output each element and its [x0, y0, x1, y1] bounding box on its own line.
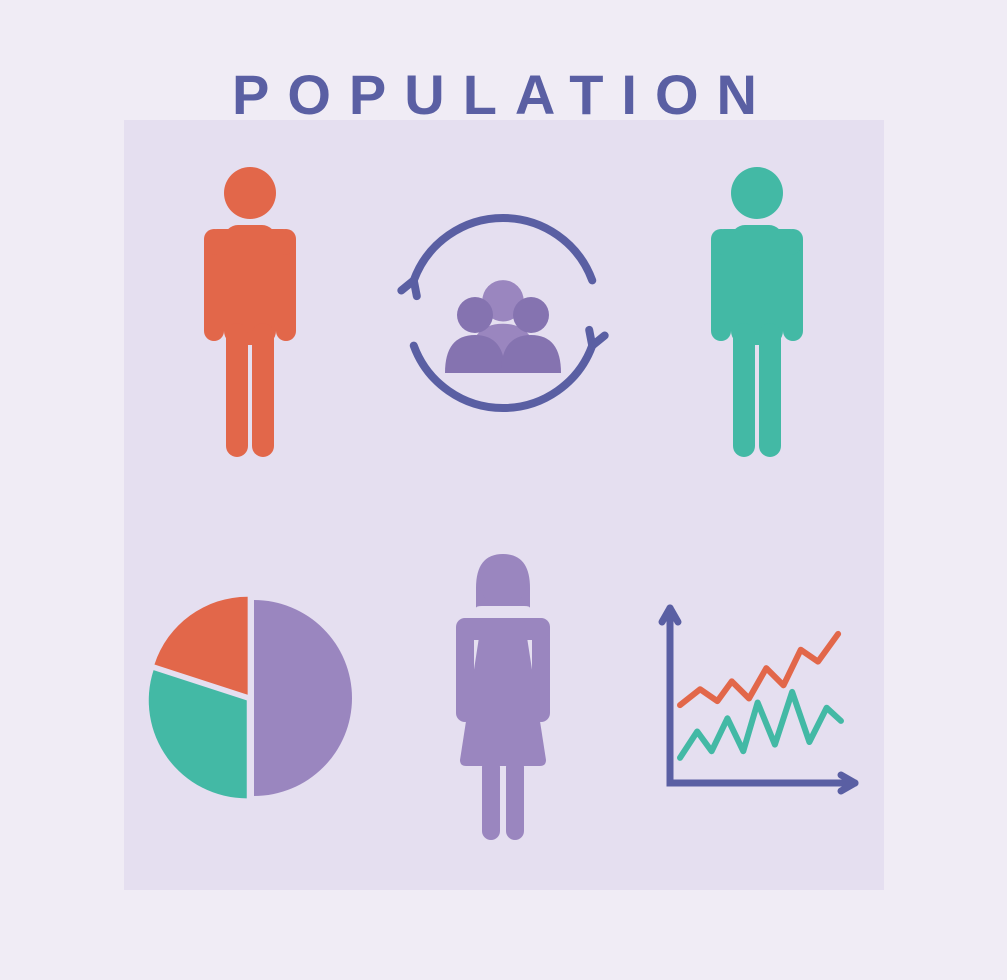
person-female-purple-icon: [428, 548, 578, 848]
line-chart-icon: [642, 588, 872, 808]
pie-chart-icon: [140, 588, 360, 808]
cell-person-female: [377, 505, 630, 890]
cell-pie-chart: [124, 505, 377, 890]
cell-person-teal: [630, 120, 883, 505]
icon-grid: [124, 120, 884, 890]
cell-people-cycle: [377, 120, 630, 505]
infographic-panel: POPULATION: [124, 120, 884, 890]
cell-person-orange: [124, 120, 377, 505]
cell-line-chart: [630, 505, 883, 890]
person-male-orange-icon: [180, 163, 320, 463]
people-cycle-icon: [383, 193, 623, 433]
person-male-teal-icon: [687, 163, 827, 463]
title: POPULATION: [232, 62, 775, 127]
